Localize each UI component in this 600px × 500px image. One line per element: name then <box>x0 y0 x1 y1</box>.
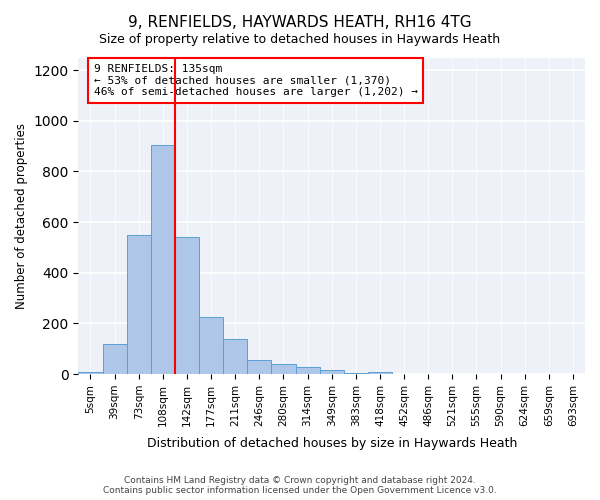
Bar <box>247 360 271 374</box>
Bar <box>151 145 175 374</box>
Text: 9, RENFIELDS, HAYWARDS HEATH, RH16 4TG: 9, RENFIELDS, HAYWARDS HEATH, RH16 4TG <box>128 15 472 30</box>
Bar <box>199 317 223 374</box>
Bar <box>79 372 103 374</box>
Bar <box>320 370 344 374</box>
Text: Contains HM Land Registry data © Crown copyright and database right 2024.
Contai: Contains HM Land Registry data © Crown c… <box>103 476 497 495</box>
Bar <box>127 236 151 374</box>
X-axis label: Distribution of detached houses by size in Haywards Heath: Distribution of detached houses by size … <box>146 437 517 450</box>
Bar <box>296 367 320 374</box>
Text: Size of property relative to detached houses in Haywards Heath: Size of property relative to detached ho… <box>100 32 500 46</box>
Bar <box>103 344 127 374</box>
Bar <box>175 238 199 374</box>
Bar <box>368 372 392 374</box>
Text: 9 RENFIELDS: 135sqm
← 53% of detached houses are smaller (1,370)
46% of semi-det: 9 RENFIELDS: 135sqm ← 53% of detached ho… <box>94 64 418 97</box>
Bar <box>271 364 296 374</box>
Y-axis label: Number of detached properties: Number of detached properties <box>15 123 28 309</box>
Bar <box>344 373 368 374</box>
Bar <box>223 338 247 374</box>
